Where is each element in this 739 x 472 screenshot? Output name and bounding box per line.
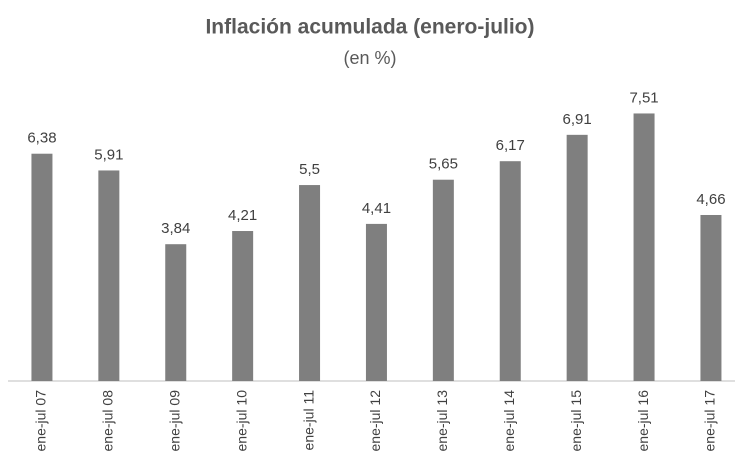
- chart-title: Inflación acumulada (enero-julio): [205, 16, 534, 39]
- data-label: 4,66: [696, 191, 725, 208]
- data-label: 5,65: [429, 156, 458, 173]
- data-label: 6,91: [563, 111, 592, 128]
- x-tick-label: ene-jul 17: [702, 390, 718, 452]
- data-label: 4,41: [362, 200, 391, 217]
- bar: [700, 214, 722, 381]
- x-tick-label: ene-jul 07: [33, 390, 49, 452]
- bar: [566, 134, 588, 381]
- x-tick-label: ene-jul 12: [367, 390, 383, 452]
- data-label: 6,17: [496, 137, 525, 154]
- bar: [633, 113, 655, 382]
- bar: [365, 223, 387, 381]
- data-label: 5,5: [299, 161, 320, 178]
- bar: [31, 153, 53, 381]
- x-tick-label: ene-jul 15: [568, 390, 584, 452]
- x-tick-label: ene-jul 10: [233, 390, 249, 452]
- chart-subtitle: (en %): [343, 48, 396, 68]
- data-label: 5,91: [94, 146, 123, 163]
- bar: [232, 231, 254, 381]
- x-tick-label: ene-jul 13: [434, 390, 450, 452]
- x-tick-label: ene-jul 08: [100, 390, 116, 452]
- x-tick-label: ene-jul 09: [166, 390, 182, 452]
- bar: [98, 170, 120, 381]
- data-label: 4,21: [228, 207, 257, 224]
- x-tick-label: ene-jul 14: [501, 390, 517, 452]
- bar: [299, 185, 321, 381]
- data-label: 3,84: [161, 220, 190, 237]
- data-label: 6,38: [27, 130, 56, 147]
- bar: [432, 179, 454, 381]
- x-tick-label: ene-jul 16: [635, 390, 651, 452]
- bar: [165, 244, 187, 381]
- bar: [499, 161, 521, 381]
- x-tick-label: ene-jul 11: [300, 390, 316, 451]
- data-label: 7,51: [629, 89, 658, 106]
